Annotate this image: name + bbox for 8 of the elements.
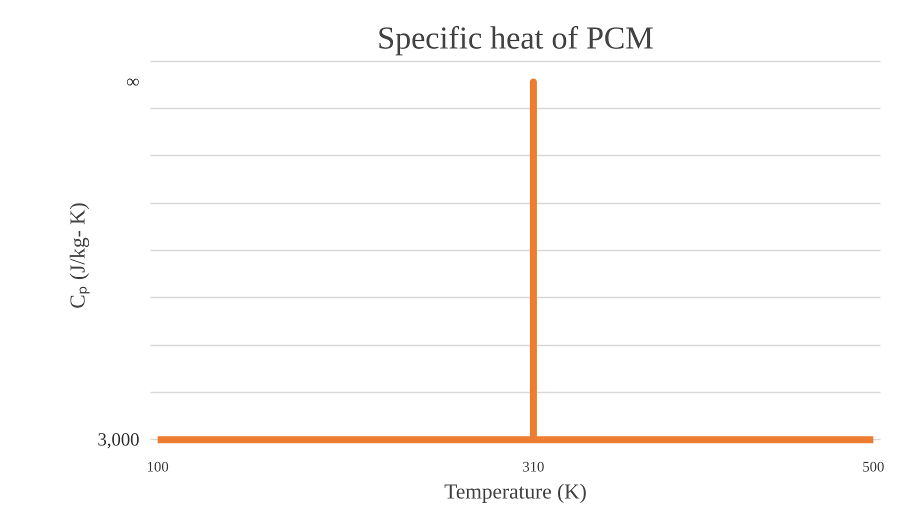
text: 3,000 — [98, 429, 140, 450]
chart-title: Specific heat of PCM — [377, 20, 654, 56]
text: ∞ — [126, 71, 140, 92]
x-tick-label: 100 — [146, 460, 169, 476]
x-tick-label: 310 — [522, 460, 544, 476]
y-axis-title: Cₚ (J/kg- K) — [66, 202, 91, 309]
x-tick-label: 500 — [862, 460, 884, 476]
x-axis-title: Temperature (K) — [444, 480, 587, 504]
